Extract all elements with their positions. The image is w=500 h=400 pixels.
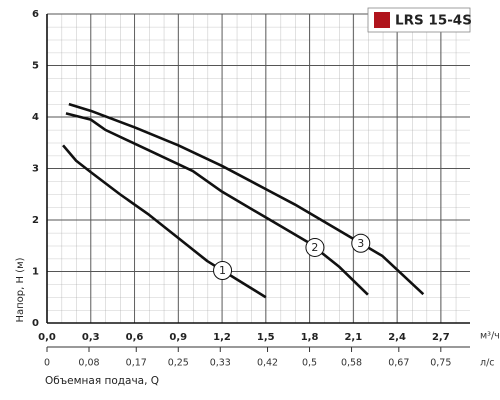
- y-tick-label: 2: [32, 215, 39, 226]
- curve-label: 1: [219, 264, 226, 277]
- x2-tick-label: 0,67: [388, 358, 409, 369]
- y-tick-label: 1: [32, 267, 39, 278]
- x-tick-label: 1,2: [213, 332, 231, 343]
- x2-tick-label: 0,5: [302, 358, 317, 369]
- x-tick-label: 2,1: [344, 332, 362, 343]
- x-unit: м³/ч: [480, 331, 500, 342]
- curve: [65, 112, 369, 296]
- x-tick-label: 2,7: [432, 332, 450, 343]
- y-tick-label: 0: [32, 318, 39, 329]
- x2-tick-label: 0,33: [210, 358, 231, 369]
- x-tick-label: 2,4: [388, 332, 406, 343]
- x2-tick-label: 0,17: [126, 358, 147, 369]
- x-tick-label: 0,3: [82, 332, 100, 343]
- y-tick-label: 4: [32, 112, 39, 123]
- x-tick-label: 0,0: [38, 332, 56, 343]
- curve-label-circle: [213, 261, 233, 281]
- x-tick-label: 0,6: [126, 332, 144, 343]
- x-axis-title: Объемная подача, Q: [45, 375, 159, 387]
- legend-label: LRS 15-4S: [395, 13, 472, 29]
- x2-tick-label: 0,58: [341, 358, 362, 369]
- x2-tick-label: 0: [44, 358, 50, 369]
- curve-label-circle: [305, 237, 325, 257]
- x-tick-label: 0,9: [169, 332, 187, 343]
- x-tick-label: 1,8: [301, 332, 319, 343]
- y-tick-label: 5: [32, 61, 39, 72]
- x2-tick-label: 0,08: [78, 358, 99, 369]
- legend-swatch: [374, 12, 390, 28]
- y-axis-title: Напор, H (м): [15, 257, 26, 322]
- x2-tick-label: 0,25: [168, 358, 189, 369]
- x-tick-label: 1,5: [257, 332, 275, 343]
- curve-label: 3: [357, 237, 364, 250]
- x2-tick-label: 0,75: [430, 358, 451, 369]
- x2-tick-label: 0,42: [257, 358, 278, 369]
- curve-label-circle: [351, 233, 371, 253]
- x2-unit: л/с: [480, 358, 495, 369]
- legend: LRS 15-4S: [367, 7, 472, 33]
- curve-label: 2: [311, 241, 318, 254]
- y-tick-label: 6: [32, 9, 39, 20]
- y-tick-label: 3: [32, 164, 39, 175]
